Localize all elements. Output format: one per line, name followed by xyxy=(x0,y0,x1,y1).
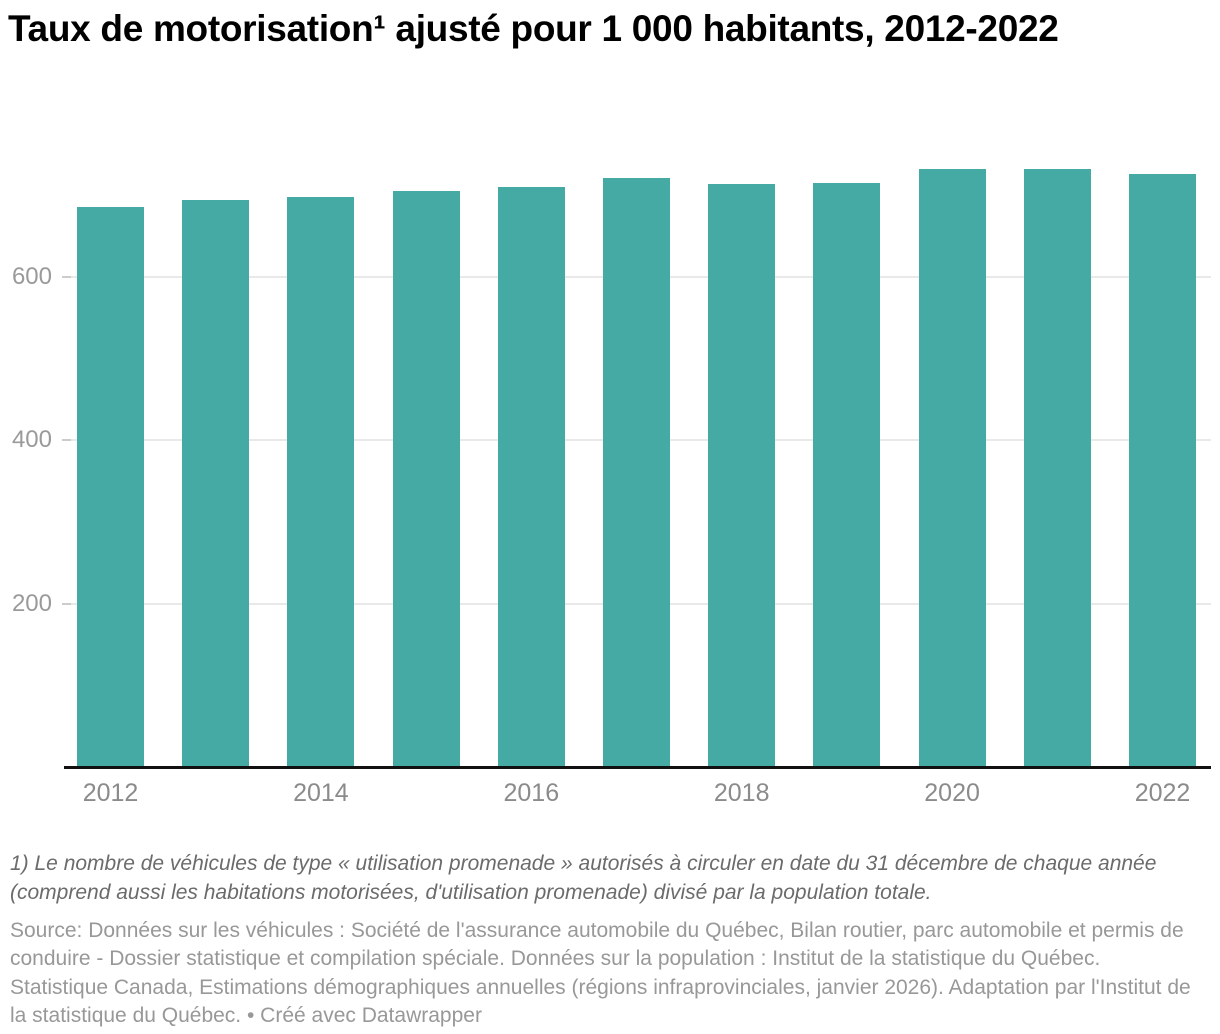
bar-2020[interactable] xyxy=(918,168,986,767)
y-axis-label: 400 xyxy=(11,426,52,454)
y-axis-label: 200 xyxy=(11,589,52,617)
x-axis-label-2020: 2020 xyxy=(924,779,980,807)
y-axis-tick xyxy=(62,439,71,442)
y-axis-label: 600 xyxy=(11,263,52,291)
y-axis-tick xyxy=(62,602,71,605)
x-axis-label-2018: 2018 xyxy=(713,779,770,807)
bar-2019[interactable] xyxy=(813,183,881,767)
x-axis-baseline xyxy=(64,766,1211,769)
bar-2012[interactable] xyxy=(77,206,144,767)
source-attribution: Source: Données sur les véhicules : Soci… xyxy=(10,919,1191,1028)
x-axis-label-2012: 2012 xyxy=(82,779,139,807)
bar-2022[interactable] xyxy=(1129,174,1196,767)
x-axis-label-2022: 2022 xyxy=(1134,779,1191,807)
y-axis-tick xyxy=(62,276,71,279)
bar-2015[interactable] xyxy=(392,191,460,767)
bar-2017[interactable] xyxy=(603,178,670,767)
bar-2014[interactable] xyxy=(287,197,355,767)
x-axis-label-2014: 2014 xyxy=(293,779,349,807)
bar-2021[interactable] xyxy=(1023,169,1091,767)
footnote-text: 1) Le nombre de véhicules de type « util… xyxy=(10,852,1157,904)
bar-2018[interactable] xyxy=(708,184,776,767)
bar-2013[interactable] xyxy=(182,199,250,767)
bar-2016[interactable] xyxy=(497,186,565,767)
page-title: Taux de motorisation¹ ajusté pour 1 000 … xyxy=(8,8,1059,49)
x-axis-label-2016: 2016 xyxy=(503,779,560,807)
